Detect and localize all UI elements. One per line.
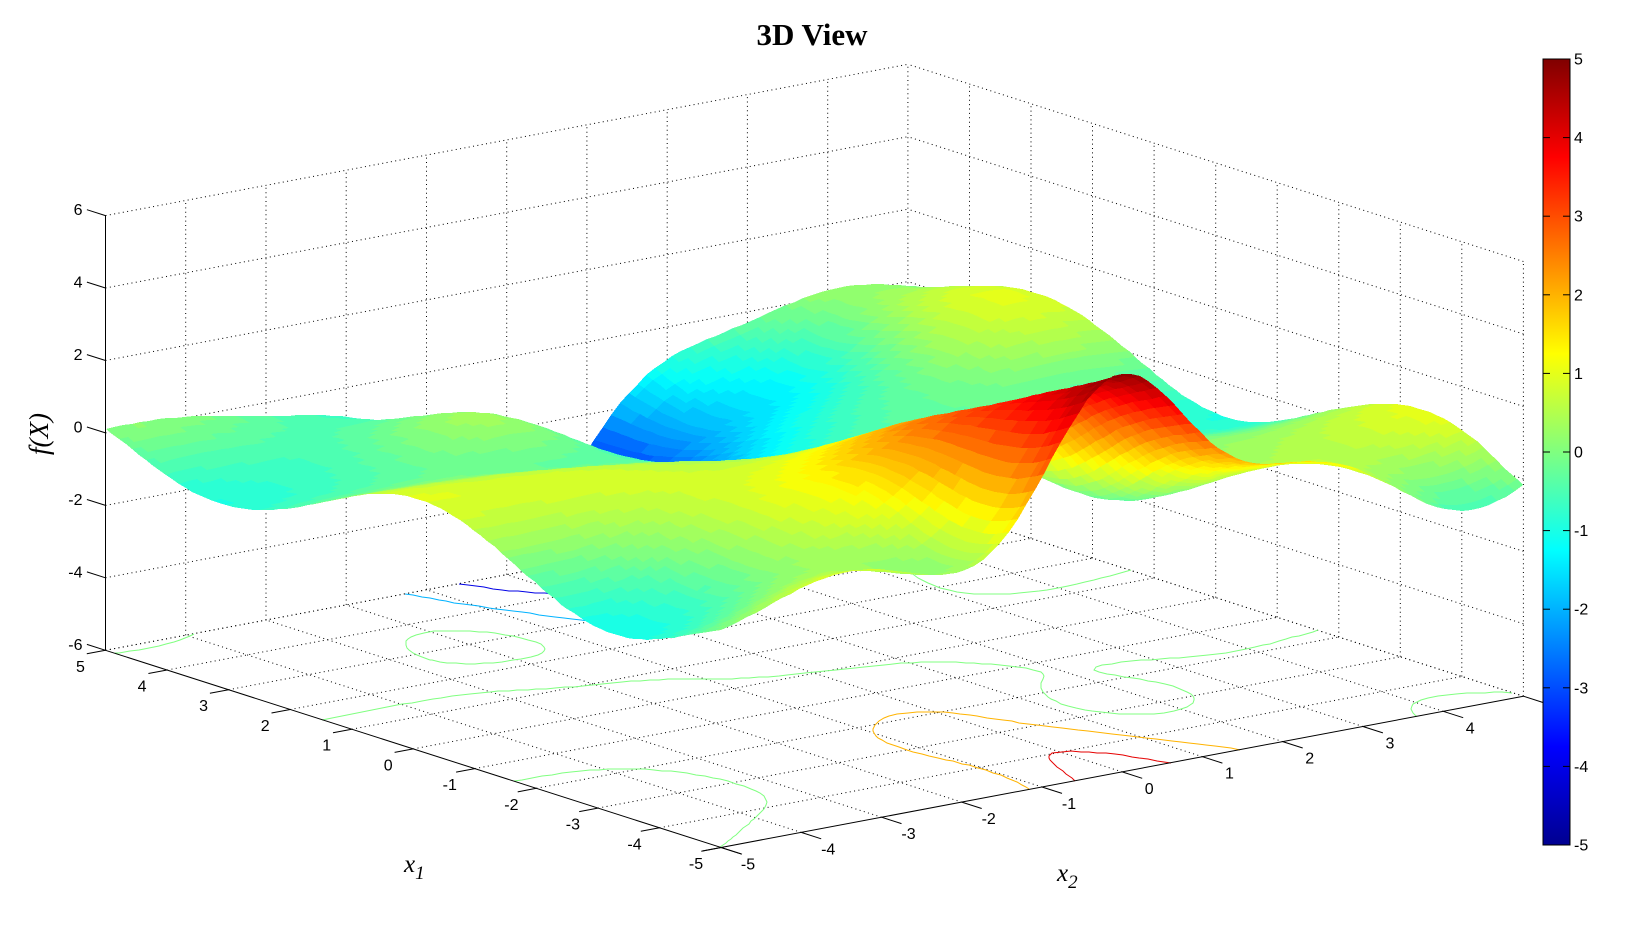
svg-text:3: 3 <box>1385 736 1394 753</box>
svg-text:-4: -4 <box>821 841 835 858</box>
svg-text:6: 6 <box>74 202 83 219</box>
svg-text:-1: -1 <box>1574 523 1588 540</box>
svg-text:-3: -3 <box>1574 680 1588 697</box>
svg-text:-4: -4 <box>1574 759 1588 776</box>
svg-text:3D View: 3D View <box>756 17 868 52</box>
svg-text:4: 4 <box>138 679 147 696</box>
svg-text:5: 5 <box>1574 52 1583 69</box>
svg-text:0: 0 <box>1574 445 1583 462</box>
svg-text:0: 0 <box>384 757 393 774</box>
svg-text:-2: -2 <box>982 811 996 828</box>
svg-text:2: 2 <box>261 718 270 735</box>
svg-text:-3: -3 <box>901 826 915 843</box>
svg-text:1: 1 <box>322 738 331 755</box>
svg-text:2: 2 <box>1574 287 1583 304</box>
svg-text:1: 1 <box>1574 366 1583 383</box>
svg-text:0: 0 <box>74 419 83 436</box>
svg-text:-6: -6 <box>68 637 82 654</box>
svg-text:-5: -5 <box>741 857 755 874</box>
svg-text:-2: -2 <box>1574 602 1588 619</box>
svg-text:5: 5 <box>76 659 85 676</box>
svg-text:f(X): f(X) <box>24 413 54 455</box>
svg-text:-2: -2 <box>504 797 518 814</box>
svg-text:-1: -1 <box>443 777 457 794</box>
svg-text:3: 3 <box>1574 209 1583 226</box>
svg-text:-4: -4 <box>68 564 82 581</box>
svg-text:2: 2 <box>74 347 83 364</box>
svg-text:2: 2 <box>1305 751 1314 768</box>
svg-text:-3: -3 <box>566 817 580 834</box>
svg-text:4: 4 <box>1466 720 1475 737</box>
svg-text:1: 1 <box>1225 766 1234 783</box>
svg-text:4: 4 <box>74 275 83 292</box>
svg-text:-2: -2 <box>68 492 82 509</box>
svg-text:0: 0 <box>1145 781 1154 798</box>
svg-text:-4: -4 <box>627 836 641 853</box>
svg-text:-5: -5 <box>689 856 703 873</box>
svg-text:-5: -5 <box>1574 838 1588 855</box>
svg-text:-1: -1 <box>1062 796 1076 813</box>
svg-text:4: 4 <box>1574 130 1583 147</box>
svg-text:3: 3 <box>199 698 208 715</box>
